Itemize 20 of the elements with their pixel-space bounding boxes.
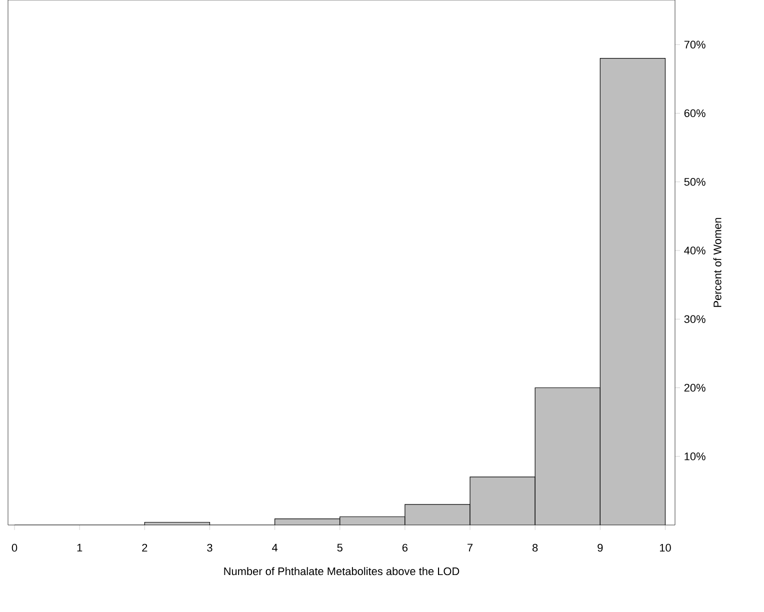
- y-tick-label: 70%: [684, 40, 706, 48]
- x-tick-label: 6: [402, 544, 408, 552]
- y-tick-label: 60%: [684, 109, 706, 118]
- y-tick-label: 20%: [684, 384, 706, 392]
- x-tick-label: 1: [77, 544, 82, 552]
- x-tick-label: 4: [272, 544, 278, 552]
- y-axis-title: Percent of Women: [713, 218, 722, 307]
- x-tick-label: 5: [337, 544, 342, 552]
- x-tick-label: 2: [142, 544, 148, 552]
- y-tick-label: 50%: [684, 178, 706, 186]
- y-tick-label: 30%: [684, 315, 706, 323]
- y-tick-label: 40%: [684, 246, 706, 254]
- x-tick-label: 3: [207, 544, 212, 552]
- x-tick-label: 8: [532, 544, 538, 552]
- x-axis-title: Number of Phthalate Metabolites above the LOD: [224, 567, 460, 576]
- x-tick-label: 9: [598, 544, 603, 552]
- x-tick-label: 0: [12, 544, 18, 552]
- x-tick-label: 10: [660, 544, 671, 552]
- x-tick-label: 7: [468, 544, 473, 552]
- y-tick-label: 10%: [684, 452, 706, 460]
